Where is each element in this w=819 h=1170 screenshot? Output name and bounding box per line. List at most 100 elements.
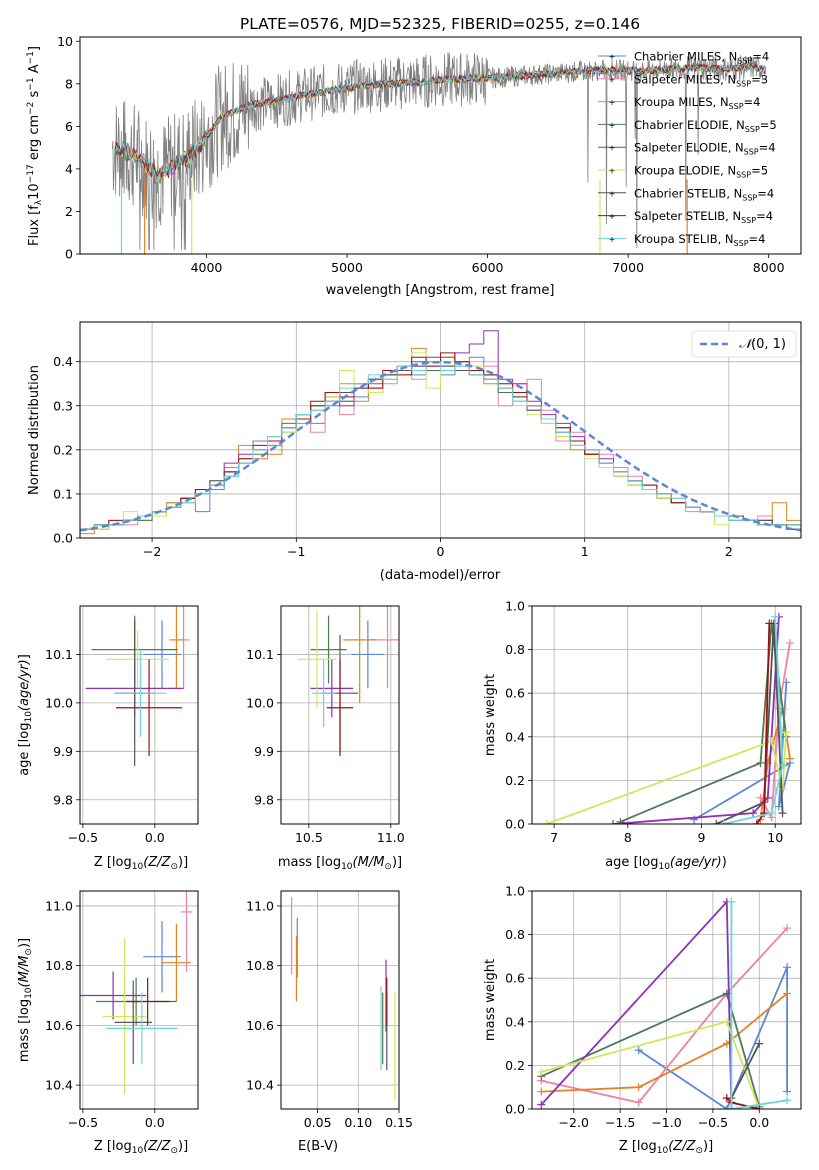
weight-series-0	[638, 966, 788, 1109]
x-tick-label: 0.0	[145, 830, 165, 845]
x-tick-label: 6000	[472, 260, 504, 275]
y-tick-label: 8	[65, 76, 73, 91]
errorbar-point	[162, 923, 191, 1002]
age-vs-metallicity-plot-area: −0.5 0.0 9.8 9.9 10.0 10.1	[45, 605, 199, 845]
residual-x-axis-label: (data-model)/error	[380, 568, 501, 583]
mass-z-x-axis-label: Z [log10(Z/Z⊙)]	[94, 1139, 188, 1156]
axes-frame	[531, 890, 802, 1110]
errorbar-point	[103, 938, 147, 1095]
mass-vs-ebv-panel: 0.05 0.10 0.15 10.4 10.6 10.8 11.0 E(B-V)	[246, 890, 413, 1154]
y-tick-label: 10.4	[246, 1078, 274, 1093]
normal-distribution-curve	[80, 360, 801, 532]
y-tick-label: 10.1	[45, 647, 73, 662]
weight-lines	[537, 897, 792, 1109]
y-tick-label: 10.1	[246, 647, 274, 662]
weight-point-marker	[752, 820, 761, 824]
legend-marker: +	[609, 144, 616, 153]
y-tick-label: 0.0	[505, 817, 525, 832]
legend-entry: Kroupa MILES, NSSP=4	[634, 95, 761, 111]
residual-legend: 𝒩 (0, 1)	[700, 337, 786, 352]
legend-entry: Salpeter MILES, NSSP=3	[634, 72, 768, 88]
errorbar-point	[310, 615, 347, 684]
errorbar-point	[351, 620, 385, 689]
y-tick-label: 0.2	[505, 773, 525, 788]
y-tick-label: 0.4	[53, 354, 73, 369]
weight-point-marker	[755, 1039, 764, 1048]
weight-vs-age-plot-area: 7 8 9 10 0.0 0.2 0.4 0.6 0.8 1.0	[505, 599, 802, 845]
legend-box	[691, 330, 797, 358]
weight-point-marker	[727, 1105, 736, 1109]
legend-entry: Salpeter ELODIE, NSSP=4	[634, 141, 776, 157]
y-tick-label: 0.2	[53, 442, 73, 457]
weight-point-marker	[783, 1096, 792, 1105]
y-tick-label: 0.0	[505, 1102, 525, 1117]
y-tick-label: 9.8	[254, 792, 274, 807]
weight-series-5	[546, 732, 788, 824]
age-vs-mass-panel: 10.5 11.0 9.8 9.9 10.0 10.1 mass [log10(M/M⊙)…	[246, 605, 405, 872]
weight-series-8	[723, 616, 784, 824]
y-tick-label: 0.8	[505, 927, 525, 942]
weight-point-marker	[722, 1105, 731, 1109]
axes-frame	[280, 890, 400, 1110]
weight-point-marker	[537, 1087, 546, 1096]
errorbar-point	[115, 659, 183, 757]
spectrum-panel: PLATE=0576, MJD=52325, FIBERID=0255, z=0…	[26, 15, 802, 298]
y-tick-label: 10.4	[45, 1078, 73, 1093]
weight-point-marker	[783, 1087, 792, 1096]
errorbar-point	[343, 606, 377, 703]
legend-entry: Kroupa STELIB, NSSP=4	[634, 232, 766, 248]
y-tick-label: 4	[65, 161, 73, 176]
x-tick-label: 5000	[331, 260, 363, 275]
errorbar-point	[143, 920, 181, 993]
weight-point-marker	[765, 619, 774, 628]
axes-frame	[79, 321, 802, 539]
errorbars	[85, 606, 190, 766]
spectrum-title: PLATE=0576, MJD=52325, FIBERID=0255, z=0…	[240, 15, 640, 33]
weight-age-x-axis-label: age [log10(age/yr))	[605, 855, 727, 872]
x-tick-label: 0.05	[304, 1115, 332, 1130]
y-tick-label: 0.1	[53, 486, 73, 501]
residual-histogram-plot-area: −2 −1 0 1 2 0.0 0.1 0.2 0.3 0.4	[53, 321, 802, 559]
mass-vs-ebv-plot-area: 0.05 0.10 0.15 10.4 10.6 10.8 11.0	[246, 890, 413, 1130]
errorbar-point	[105, 992, 178, 1065]
weight-lines	[542, 612, 794, 824]
weight-point-marker	[785, 754, 794, 763]
x-tick-label: −2	[143, 544, 161, 559]
axes-frame	[79, 605, 199, 825]
x-tick-label: 4000	[191, 260, 223, 275]
x-tick-label: −0.5	[68, 830, 98, 845]
legend-marker: +	[609, 53, 616, 62]
y-tick-label: 0.6	[505, 686, 525, 701]
axes-frame	[280, 605, 400, 825]
weight-point-marker	[785, 639, 794, 648]
weight-point-marker	[634, 1083, 643, 1092]
y-tick-label: 10.6	[246, 1018, 274, 1033]
legend-marker: +	[609, 121, 616, 130]
weight-point-marker	[537, 1067, 546, 1076]
weight-point-marker	[760, 809, 769, 818]
errorbar-point	[114, 980, 152, 1065]
legend-entry: Chabrier MILES, NSSP=4	[634, 50, 769, 66]
x-tick-label: 0.15	[385, 1115, 413, 1130]
weight-vs-age-panel: 7 8 9 10 0.0 0.2 0.4 0.6 0.8 1.0 age [log10(age/y…	[483, 599, 802, 872]
weight-point-marker	[778, 785, 787, 794]
x-tick-label: 0.0	[145, 1115, 165, 1130]
errorbar-point	[80, 971, 147, 1020]
weight-point-marker	[722, 1094, 731, 1103]
weight-vs-metallicity-plot-area: −2.0 −1.5 −1.0 −0.5 0.0 0.0 0.2 0.4 0.6 0.8 1.0	[505, 884, 802, 1130]
weight-point-marker	[634, 1098, 643, 1107]
weight-point-marker	[782, 728, 791, 737]
x-tick-label: 0.0	[749, 1115, 769, 1130]
histograms	[80, 330, 801, 535]
errorbar-point	[297, 610, 337, 708]
weight-series-1	[541, 927, 788, 1104]
model-spectrum-8	[114, 63, 767, 183]
age-y-axis-label: age [log10(age/yr)]	[17, 654, 34, 776]
weight-point-marker	[712, 820, 721, 824]
weight-point-marker	[616, 817, 625, 824]
age-vs-metallicity-panel: −0.5 0.0 9.8 9.9 10.0 10.1 Z [log10(Z/Z⊙)] ag…	[17, 605, 199, 872]
errorbar-point	[114, 649, 167, 737]
mass-vs-metallicity-panel: −0.5 0.010.410.610.811.0 Z [log10(Z/Z⊙)] …	[17, 890, 199, 1156]
y-tick-label: 6	[65, 119, 73, 134]
y-tick-label: 10.0	[246, 695, 274, 710]
